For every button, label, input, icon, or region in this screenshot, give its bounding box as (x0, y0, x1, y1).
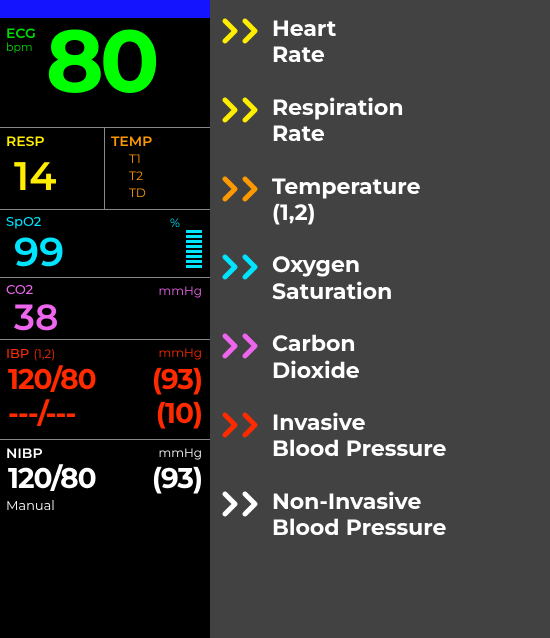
monitor-panel: ECG bpm 80 RESP 14 TEMP T1 T2 TD SpO2 (0, 0, 210, 638)
co2-value: 38 (14, 296, 204, 340)
legend-label: Temperature(1,2) (272, 174, 420, 227)
spo2-bar-segment (186, 250, 202, 253)
chevron-right-icon (242, 176, 262, 202)
spo2-bar-segment (186, 230, 202, 233)
temp-t2: T2 (129, 169, 204, 186)
resp-label: RESP (6, 132, 98, 150)
chevron-right-icon (222, 412, 242, 438)
spo2-bar-segment (186, 260, 202, 263)
chevron-right-icon (222, 176, 242, 202)
chevron-right-icon (242, 333, 262, 359)
legend-label: OxygenSaturation (272, 252, 392, 305)
spo2-unit: % (170, 216, 180, 231)
ibp-sublabel: (1,2) (33, 347, 55, 362)
legend-chevrons (222, 18, 262, 44)
spo2-value: 99 (14, 228, 204, 277)
resp-temp-row: RESP 14 TEMP T1 T2 TD (0, 128, 210, 210)
nibp-mode: Manual (6, 498, 204, 514)
co2-cell: CO2 mmHg 38 (0, 278, 210, 340)
chevron-right-icon (222, 491, 242, 517)
ecg-value: 80 (46, 22, 156, 121)
nibp-bp: 120/80 (8, 462, 96, 496)
legend-chevrons (222, 412, 262, 438)
legend-chevrons (222, 176, 262, 202)
spo2-bar-meter (186, 230, 202, 268)
chevron-right-icon (242, 97, 262, 123)
chevron-right-icon (242, 18, 262, 44)
legend-item: OxygenSaturation (222, 252, 546, 305)
chevron-right-icon (222, 333, 242, 359)
legend-chevrons (222, 97, 262, 123)
legend-label: HeartRate (272, 16, 336, 69)
legend-label: CarbonDioxide (272, 331, 360, 384)
spo2-bar-segment (186, 235, 202, 238)
ibp-cell: IBP (1,2) mmHg 120/80 (93) ---/--- (10) (0, 340, 210, 440)
ibp-mean-1: (93) (152, 363, 202, 397)
co2-unit: mmHg (159, 284, 202, 299)
ecg-unit: bpm (6, 40, 36, 54)
ibp-label: IBP (6, 346, 29, 362)
ibp-unit: mmHg (159, 346, 202, 361)
legend-item: HeartRate (222, 16, 546, 69)
legend-item: Temperature(1,2) (222, 174, 546, 227)
spo2-bar-segment (186, 255, 202, 258)
ibp-bp-2: ---/--- (8, 397, 75, 431)
nibp-row: 120/80 (93) (6, 462, 204, 496)
chevron-right-icon (242, 412, 262, 438)
chevron-right-icon (242, 254, 262, 280)
temp-label: TEMP (111, 132, 204, 150)
ecg-cell: ECG bpm 80 (0, 18, 210, 128)
chevron-right-icon (222, 97, 242, 123)
legend-label: InvasiveBlood Pressure (272, 410, 446, 463)
legend-chevrons (222, 254, 262, 280)
temp-cell: TEMP T1 T2 TD (105, 128, 210, 209)
legend-item: CarbonDioxide (222, 331, 546, 384)
legend-item: RespirationRate (222, 95, 546, 148)
resp-value: 14 (14, 152, 98, 201)
spo2-bar-segment (186, 245, 202, 248)
spo2-cell: SpO2 % 99 (0, 210, 210, 278)
spo2-bar-segment (186, 240, 202, 243)
nibp-unit: mmHg (159, 446, 202, 461)
spo2-bar-segment (186, 265, 202, 268)
legend-label: Non-InvasiveBlood Pressure (272, 489, 446, 542)
temp-t1: T1 (129, 152, 204, 169)
temp-td: TD (129, 186, 204, 203)
ibp-mean-2: (10) (156, 397, 202, 431)
ibp-bp-1: 120/80 (8, 363, 96, 397)
root: ECG bpm 80 RESP 14 TEMP T1 T2 TD SpO2 (0, 0, 550, 638)
legend-item: Non-InvasiveBlood Pressure (222, 489, 546, 542)
ibp-row-2: ---/--- (10) (6, 397, 204, 431)
legend-chevrons (222, 491, 262, 517)
legend-label: RespirationRate (272, 95, 404, 148)
chevron-right-icon (222, 254, 242, 280)
nibp-mean: (93) (152, 462, 202, 496)
temp-lines: T1 T2 TD (129, 152, 204, 202)
chevron-right-icon (242, 491, 262, 517)
legend-panel: HeartRate RespirationRate Temperature(1,2)… (210, 0, 550, 638)
chevron-right-icon (222, 18, 242, 44)
legend-item: InvasiveBlood Pressure (222, 410, 546, 463)
legend-chevrons (222, 333, 262, 359)
resp-cell: RESP 14 (0, 128, 105, 209)
ibp-row-1: 120/80 (93) (6, 363, 204, 397)
nibp-cell: NIBP mmHg 120/80 (93) Manual (0, 440, 210, 536)
